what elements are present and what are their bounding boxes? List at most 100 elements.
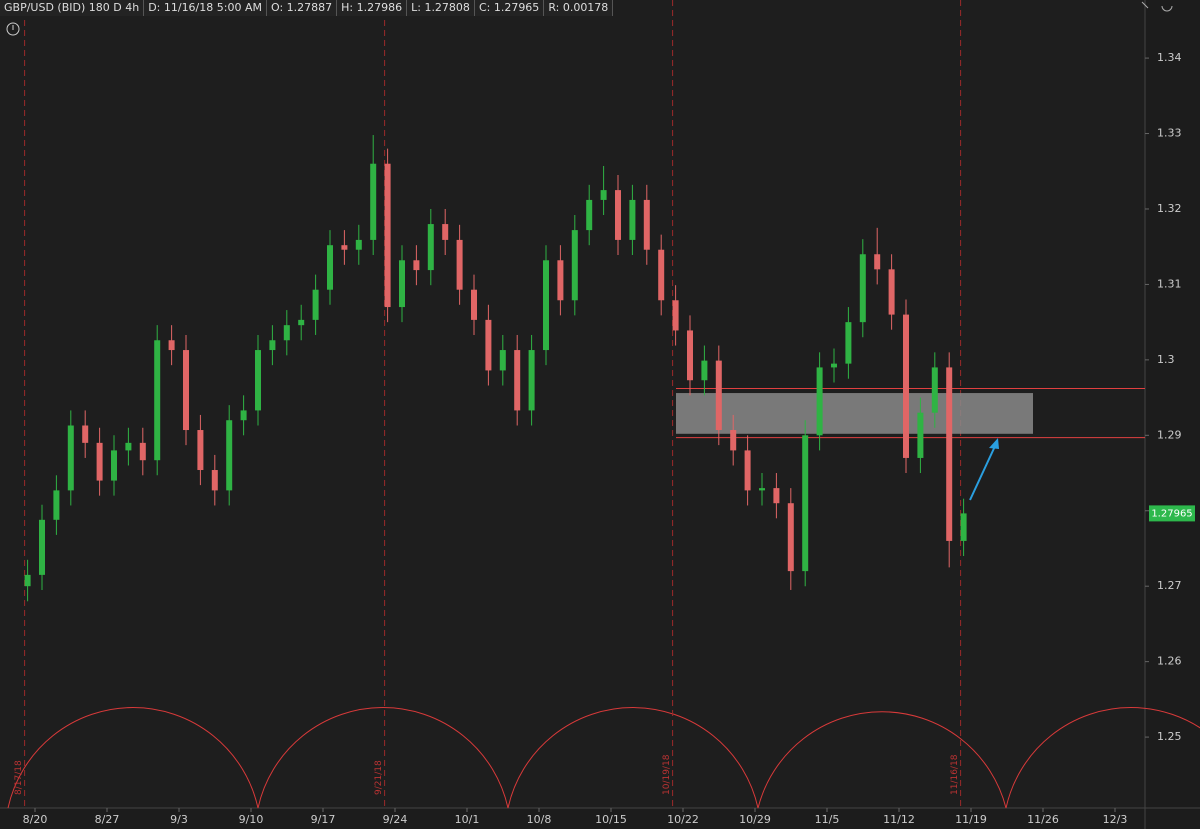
y-tick-label: 1.26 <box>1157 655 1182 668</box>
price-tag <box>1149 505 1195 522</box>
candle-body <box>399 260 405 308</box>
candle-body <box>715 360 722 431</box>
y-tick-label: 1.25 <box>1157 730 1182 743</box>
x-tick-label: 10/8 <box>527 813 552 826</box>
cycle-label: 11/16/18 <box>950 754 960 795</box>
candle-body <box>831 363 837 368</box>
x-tick-label: 9/17 <box>311 813 336 826</box>
candle-body <box>427 224 434 271</box>
arrow <box>969 443 997 501</box>
header-item: GBP/USD (BID) 180 D 4h <box>0 0 145 16</box>
x-tick-label: 11/26 <box>1027 813 1059 826</box>
candle-body <box>816 367 823 436</box>
candle-body <box>67 425 74 491</box>
candle-body <box>672 300 679 331</box>
candle-body <box>312 289 319 320</box>
candle-body <box>586 199 593 231</box>
x-tick-label: 9/24 <box>383 813 408 826</box>
candle-body <box>730 430 737 451</box>
candle-body <box>471 289 477 320</box>
candle-body <box>442 224 449 240</box>
price-tag-label: 1.27965 <box>1151 508 1192 519</box>
candle-body <box>615 190 621 240</box>
header-item: H: 1.27986 <box>337 0 408 16</box>
candle-body <box>485 319 492 371</box>
y-tick-label: 1.27 <box>1157 579 1182 592</box>
header-item: C: 1.27965 <box>474 0 545 16</box>
candle-body <box>701 360 708 381</box>
x-tick-label: 9/10 <box>239 813 264 826</box>
y-tick-label: 1.32 <box>1157 202 1182 215</box>
zone <box>676 393 1033 434</box>
candle-body <box>845 322 852 364</box>
candle-body <box>514 350 521 411</box>
y-tick-label: 1.33 <box>1157 127 1182 140</box>
candle-body <box>111 450 117 481</box>
candle-body <box>211 470 218 491</box>
cycle-arcs <box>7 707 1200 809</box>
cycle-label: 10/19/18 <box>662 754 672 795</box>
candle-body <box>888 269 895 315</box>
settings-icon[interactable] <box>1161 5 1173 12</box>
candle-body <box>154 340 161 461</box>
candle-body <box>255 350 261 411</box>
candle-body <box>773 488 780 504</box>
x-tick-label: 8/27 <box>95 813 120 826</box>
candle-body <box>874 254 881 270</box>
y-tick-label: 1.34 <box>1157 51 1182 64</box>
x-tick-label: 11/19 <box>955 813 987 826</box>
candle-body <box>24 574 31 587</box>
candle-body <box>283 325 290 341</box>
candle-body <box>197 430 204 471</box>
header-item: L: 1.27808 <box>407 0 475 16</box>
candle-body <box>859 254 866 323</box>
candle-body <box>759 488 765 491</box>
cycle-label: 8/17/18 <box>14 760 24 795</box>
y-tick-label: 1.29 <box>1157 428 1182 441</box>
header: GBP/USD (BID) 180 D 4h D: 11/16/18 5:00 A… <box>0 0 614 16</box>
candle-body <box>355 239 362 250</box>
header-item: D: 11/16/18 5:00 AM <box>144 0 267 16</box>
y-tick-label: 1.3 <box>1157 353 1175 366</box>
candle-body <box>139 442 146 461</box>
candle-body <box>240 410 247 421</box>
candle-body <box>787 503 794 572</box>
candle-body <box>183 350 189 431</box>
header-item: O: 1.27887 <box>266 0 338 16</box>
x-tick-label: 11/12 <box>883 813 915 826</box>
candle-body <box>125 442 132 451</box>
candle-body <box>629 199 636 240</box>
candle-body <box>413 260 420 271</box>
candle-body <box>96 442 103 481</box>
candle-body <box>269 340 276 351</box>
candle-body <box>543 260 549 351</box>
arrow-head <box>989 438 999 449</box>
candle-body <box>687 330 693 381</box>
x-tick-label: 9/3 <box>170 813 188 826</box>
candle-body <box>168 340 175 351</box>
x-tick-label: 8/20 <box>23 813 48 826</box>
x-tick-label: 10/15 <box>595 813 627 826</box>
candle-body <box>370 163 377 240</box>
x-tick-label: 11/5 <box>815 813 840 826</box>
header-item: R: 0.00178 <box>544 0 614 16</box>
candle-body <box>456 239 463 290</box>
candle-body <box>658 249 665 301</box>
candle-body <box>341 245 348 250</box>
candle-body <box>53 490 60 520</box>
candle-body <box>384 163 391 308</box>
candle-body <box>82 425 89 443</box>
candle-body <box>643 199 650 250</box>
candle-body <box>600 190 607 200</box>
tool-icon[interactable] <box>1141 1 1149 9</box>
candle-body <box>327 245 333 290</box>
candle-body <box>802 435 809 572</box>
candle-body <box>903 314 909 458</box>
candle-body <box>931 367 938 413</box>
candle-body <box>946 367 953 541</box>
x-tick-label: 10/1 <box>455 813 480 826</box>
alert-icon[interactable] <box>6 22 20 36</box>
candle-body <box>960 513 967 541</box>
candle-body <box>39 519 45 575</box>
